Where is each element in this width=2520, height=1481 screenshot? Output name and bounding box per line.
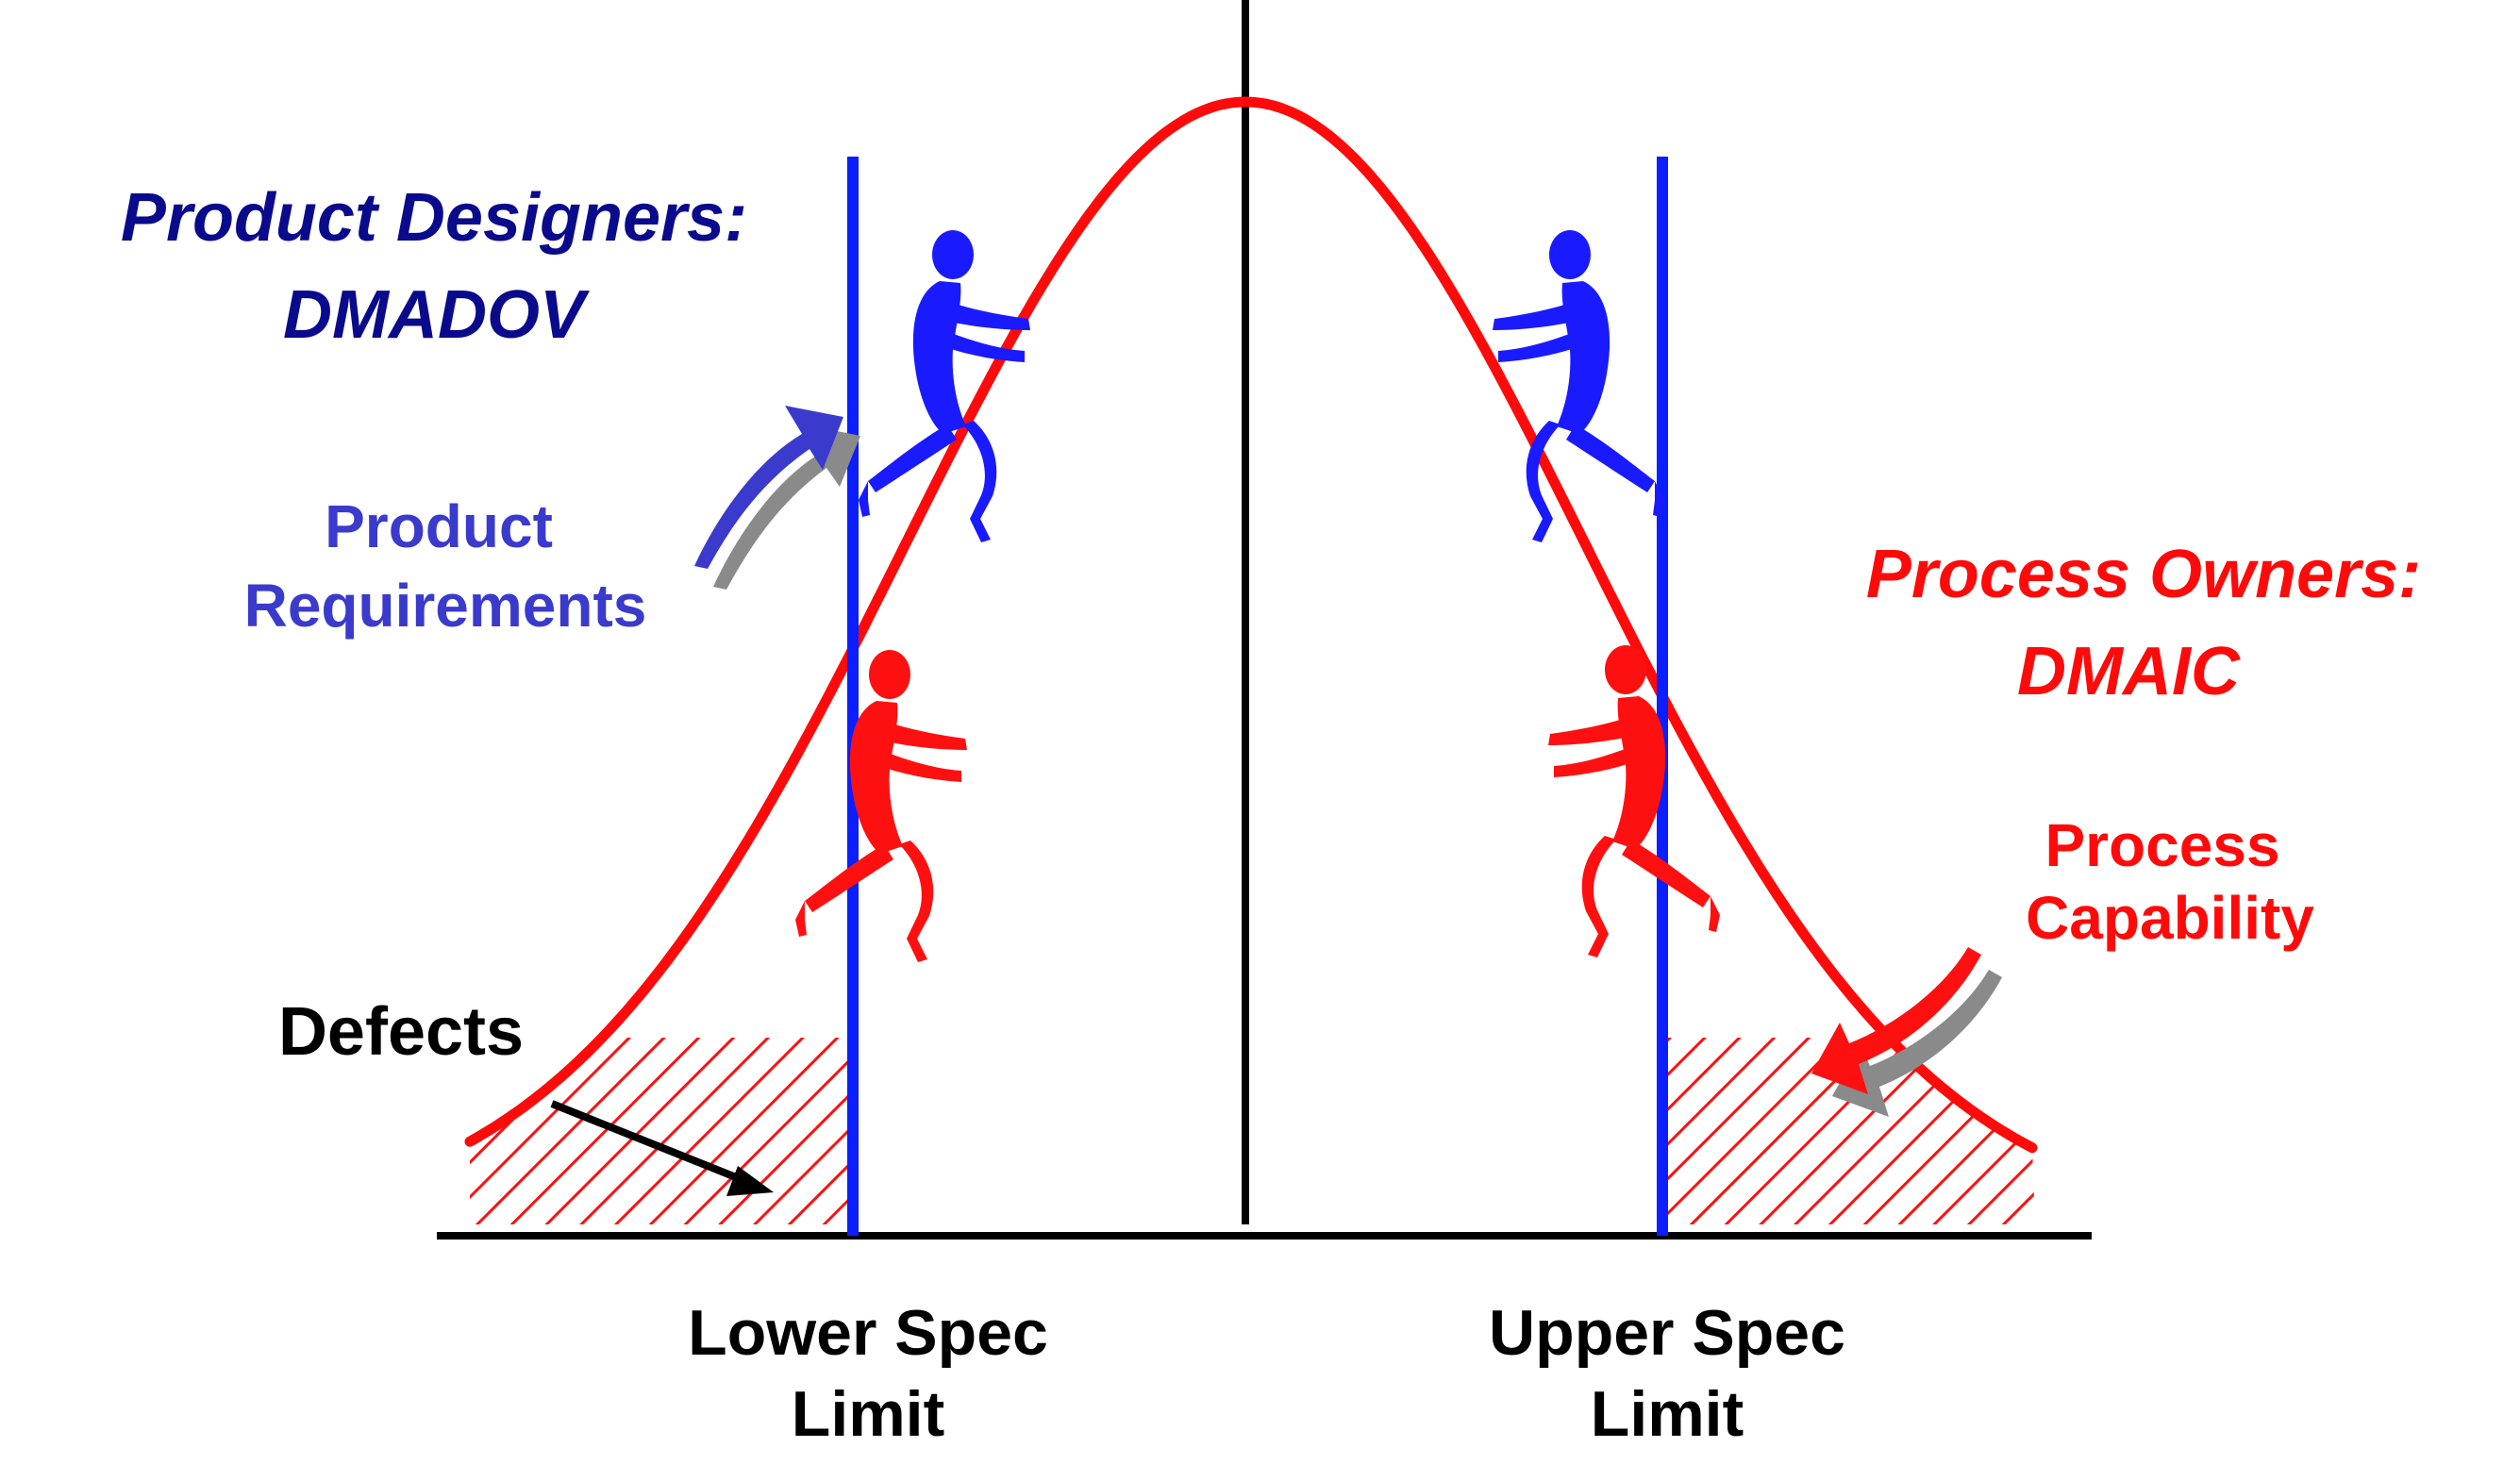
process-capability-label-line1: Process [2044,811,2279,879]
climbing-person-icon [795,650,967,962]
climbing-person-icon [1493,230,1664,542]
product-requirements-label-line2: Requirements [244,572,647,640]
lower-spec-limit-label-line1: Lower Spec [688,1297,1048,1369]
process-capability-label-line2: Capability [2026,884,2314,952]
designers-title: Product Designers: [121,180,747,256]
climbing-person-icon [859,230,1030,542]
owners-title: Process Owners: [1866,537,2421,612]
upper-spec-limit-label-line1: Upper Spec [1489,1297,1845,1369]
defects-hatch-left [470,1038,853,1224]
owners-method: DMAIC [2017,634,2241,709]
curved-arrow-icon [1811,947,2002,1117]
upper-spec-limit-label-line2: Limit [1591,1378,1744,1450]
product-requirements-label-line1: Product [325,492,553,560]
designers-method: DMADOV [283,277,591,353]
climbing-person-icon [1548,645,1720,957]
curved-arrow-icon [694,406,860,590]
defects-pointer-arrow [550,1100,774,1196]
defects-label: Defects [278,994,524,1070]
distribution-curve [464,96,2038,1154]
lower-spec-limit-label-line2: Limit [792,1378,944,1450]
